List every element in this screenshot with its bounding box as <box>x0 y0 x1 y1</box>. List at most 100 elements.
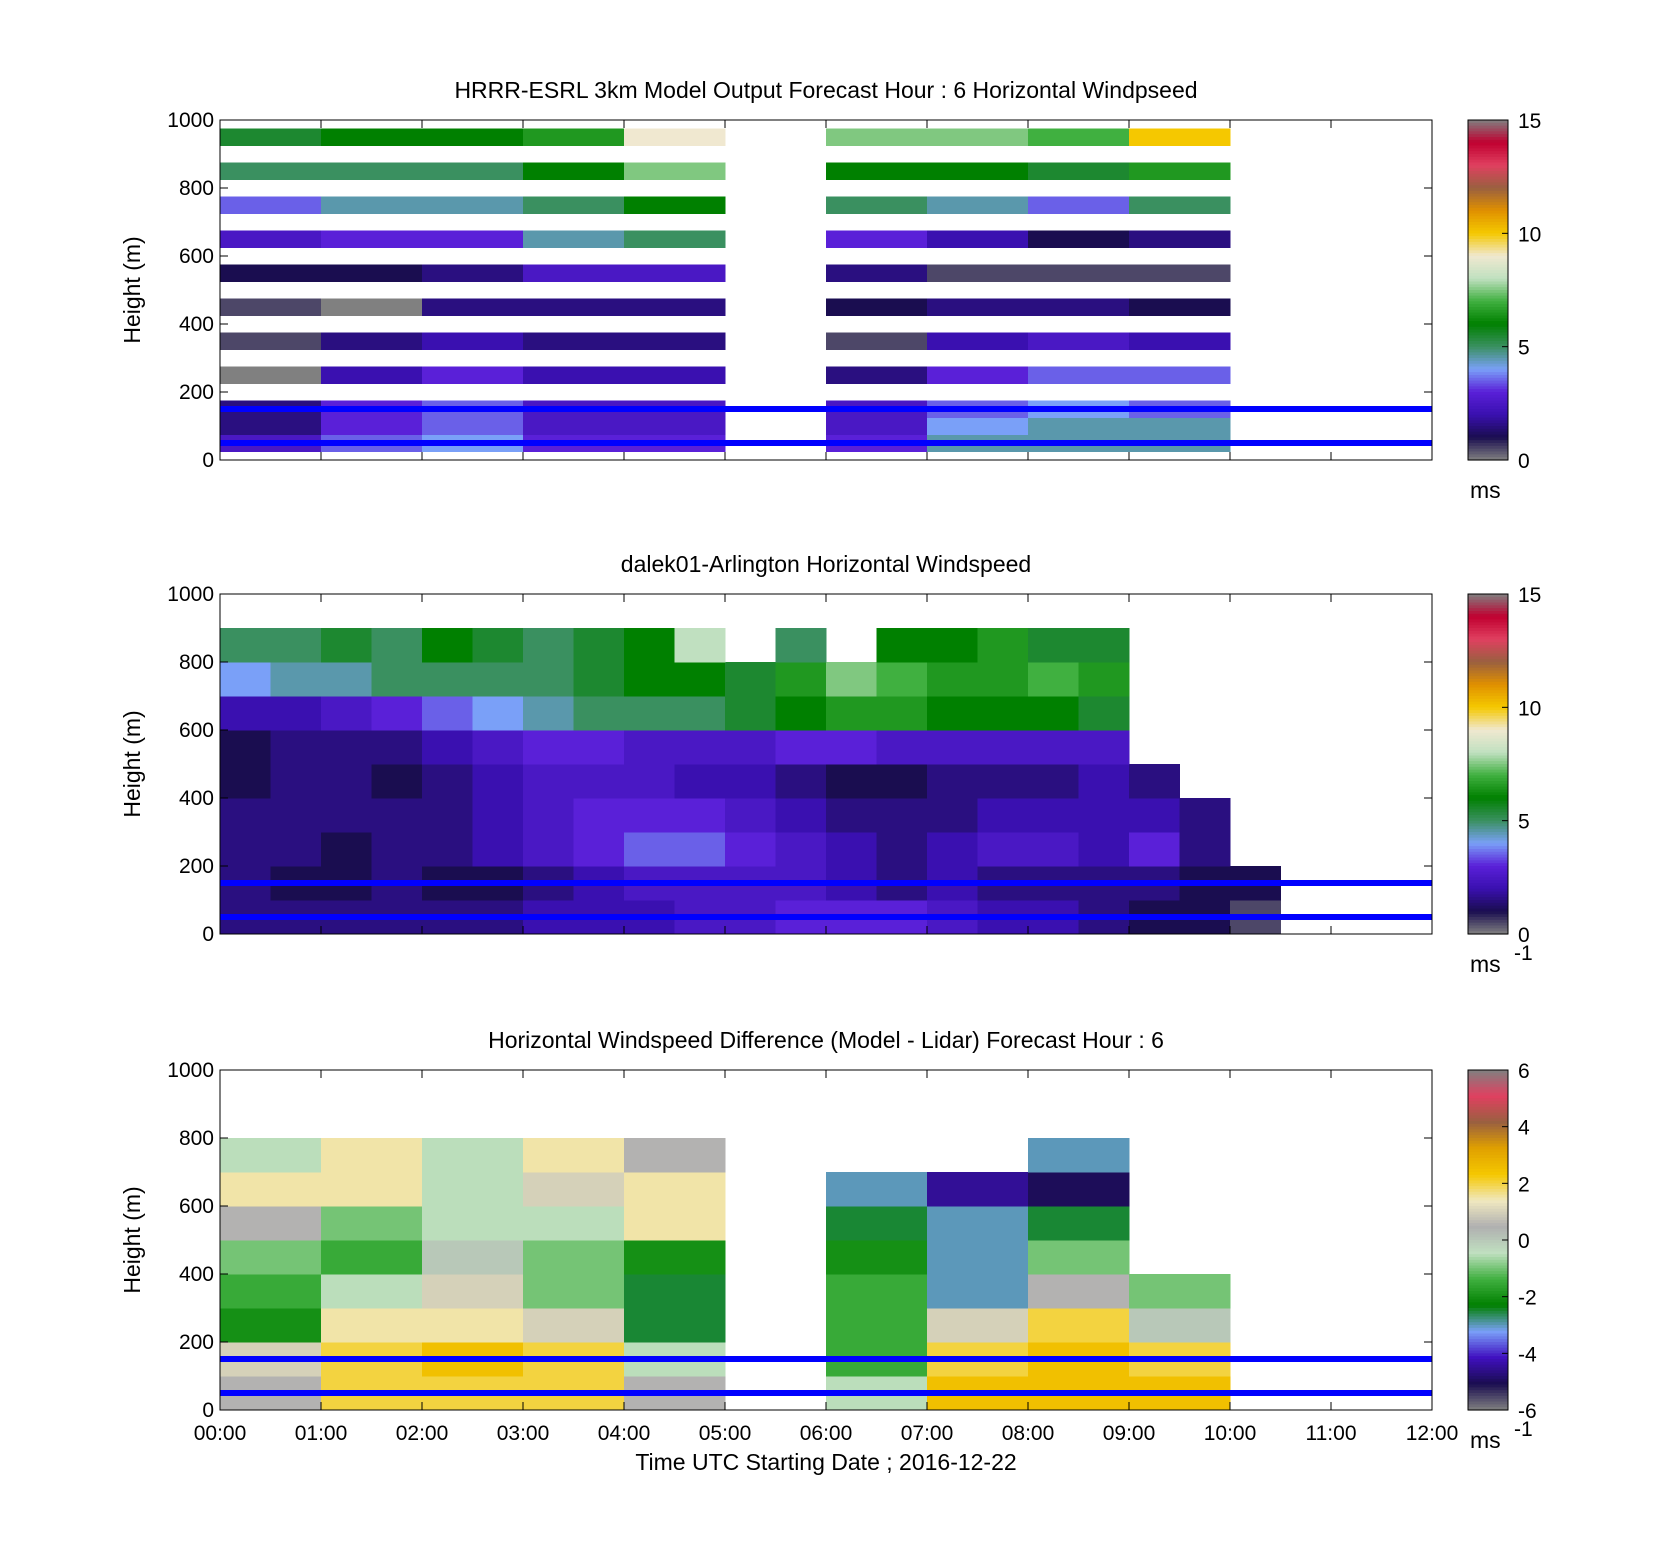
colorbar-segment <box>1468 346 1508 351</box>
colorbar-segment <box>1468 349 1508 353</box>
colorbar-segment <box>1468 1078 1508 1082</box>
colorbar-segment <box>1468 358 1508 362</box>
colorbar-segment <box>1468 803 1508 808</box>
y-tick-label: 400 <box>179 1263 214 1286</box>
colorbar-segment <box>1468 1228 1508 1233</box>
colorbar-segment <box>1468 321 1508 325</box>
colorbar-segment <box>1468 735 1508 740</box>
heatmap-cell <box>927 1308 1029 1343</box>
heatmap-cell <box>220 162 322 180</box>
panel-3: 0 200 400 600 800 1000 00:00 01:00 02:00 03:00 04:… <box>119 1027 1537 1475</box>
colorbar-segment <box>1468 1268 1508 1272</box>
colorbar-segment <box>1468 173 1508 178</box>
colorbar-segment <box>1468 1330 1508 1335</box>
heatmap-cell <box>321 662 372 697</box>
heatmap-cell <box>977 730 1029 765</box>
colorbar-segment <box>1468 301 1508 305</box>
colorbar-segment <box>1468 1401 1508 1405</box>
heatmap-cell <box>826 162 928 180</box>
heatmap-cell <box>1129 162 1231 180</box>
colorbar-segment <box>1468 233 1508 237</box>
colorbar-segment <box>1468 1305 1508 1309</box>
colorbar-segment <box>1468 860 1508 864</box>
heatmap-cell <box>674 662 726 697</box>
heatmap-cell <box>422 1206 524 1241</box>
heatmap-cell <box>927 417 1029 435</box>
heatmap-cell <box>472 730 524 765</box>
chart-title: HRRR-ESRL 3km Model Output Forecast Hour… <box>454 77 1197 103</box>
heatmap-cell <box>371 832 423 867</box>
colorbar-segment <box>1468 338 1508 342</box>
colorbar-segment <box>1468 1327 1508 1332</box>
y-tick-label: 200 <box>179 1331 214 1354</box>
colorbar-segment <box>1468 1217 1508 1221</box>
heatmap-cell <box>826 366 928 384</box>
colorbar-segment <box>1468 1084 1508 1088</box>
colorbar-segment <box>1468 840 1508 844</box>
heatmap-cell <box>1129 230 1231 248</box>
heatmap-cell <box>422 1274 524 1309</box>
colorbar-segment <box>1468 1070 1508 1074</box>
heatmap-cell <box>472 832 524 867</box>
heatmap-cell <box>977 628 1029 663</box>
colorbar-segment <box>1468 1245 1508 1250</box>
colorbar-segment <box>1468 1387 1508 1391</box>
colorbar-segment <box>1468 1274 1508 1278</box>
heatmap-cell <box>1028 628 1079 663</box>
heatmap-cell <box>624 1308 726 1343</box>
colorbar-segment <box>1468 1282 1508 1286</box>
colorbar-segment <box>1468 222 1508 226</box>
heatmap-cell <box>1028 1308 1130 1343</box>
heatmap-cell <box>826 798 877 833</box>
heatmap-cell <box>422 196 524 214</box>
colorbar-segment <box>1468 403 1508 407</box>
heatmap-cell <box>826 1308 928 1343</box>
colorbar-segment <box>1468 431 1508 436</box>
heatmap-cell <box>422 696 473 731</box>
colorbar-segment <box>1468 329 1508 334</box>
heatmap-cell <box>876 662 928 697</box>
heatmap-cell <box>1028 798 1079 833</box>
heatmap-cell <box>775 662 827 697</box>
colorbar-segment <box>1468 1220 1508 1224</box>
heatmap-cell <box>1179 798 1231 833</box>
colorbar-segment <box>1468 360 1508 365</box>
colorbar-segment <box>1468 397 1508 402</box>
y-tick-label: 0 <box>202 449 214 472</box>
heatmap-cell <box>674 696 726 731</box>
colorbar-segment <box>1468 1336 1508 1340</box>
colorbar-segment <box>1468 394 1508 399</box>
colorbar-segment <box>1468 772 1508 776</box>
heatmap-cell <box>1129 128 1231 146</box>
colorbar-segment <box>1468 168 1508 172</box>
colorbar-segment <box>1468 594 1508 598</box>
colorbar-segment <box>1468 701 1508 706</box>
colorbar-segment <box>1468 363 1508 368</box>
colorbar-segment <box>1468 1254 1508 1258</box>
heatmap-cell <box>775 798 827 833</box>
colorbar-segment <box>1468 440 1508 444</box>
colorbar-segment <box>1468 693 1508 697</box>
heatmap-cell <box>725 798 776 833</box>
colorbar-tick-label: 5 <box>1518 811 1530 834</box>
heatmap-cell <box>1179 832 1231 867</box>
heatmap-cell <box>321 1274 423 1309</box>
colorbar-segment <box>1468 332 1508 336</box>
heatmap-cell <box>321 230 423 248</box>
heatmap-cell <box>826 128 928 146</box>
heatmap-cell <box>826 662 877 697</box>
colorbar-segment <box>1468 443 1508 447</box>
colorbar-segment <box>1468 857 1508 861</box>
x-tick-label: 08:00 <box>1002 1422 1055 1445</box>
x-tick-label: 00:00 <box>194 1422 247 1445</box>
colorbar-segment <box>1468 264 1508 268</box>
heatmap-cell <box>624 264 726 282</box>
colorbar-segment <box>1468 224 1508 229</box>
colorbar-segment <box>1468 414 1508 419</box>
x-tick-label: 02:00 <box>396 1422 449 1445</box>
heatmap-cell <box>422 730 473 765</box>
y-tick-label: 800 <box>179 177 214 200</box>
heatmap-cell <box>321 832 372 867</box>
heatmap-cell <box>321 417 423 435</box>
heatmap-cell <box>775 832 827 867</box>
